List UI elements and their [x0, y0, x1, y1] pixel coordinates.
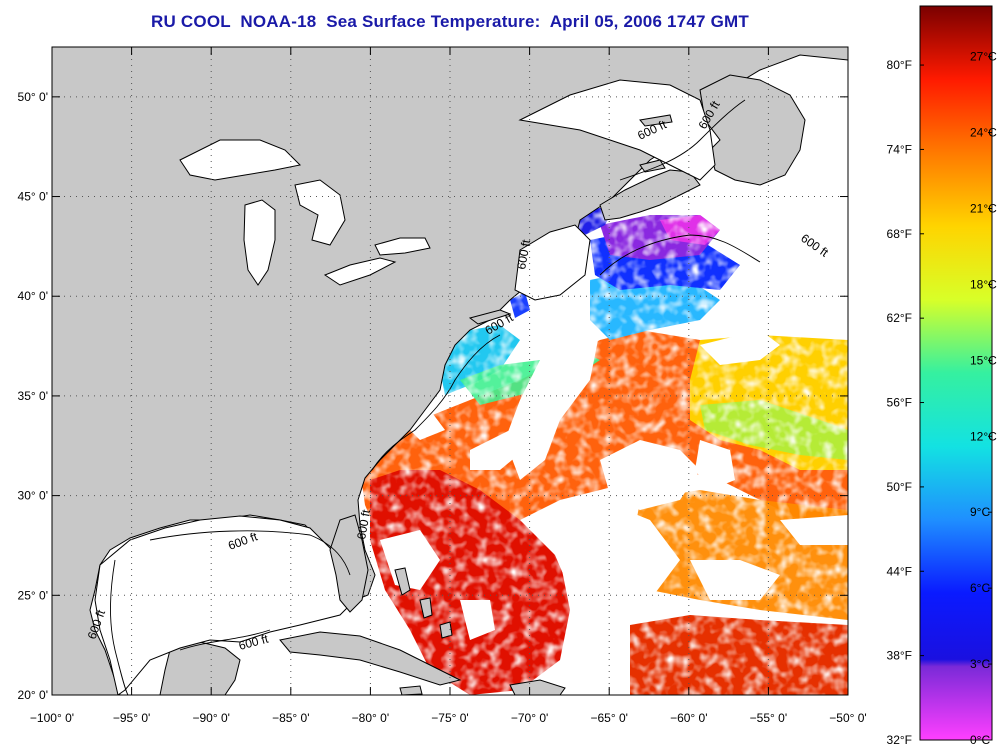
- colorbar-fahrenheit-label: 62°F: [887, 311, 912, 325]
- colorbar-fahrenheit-label: 56°F: [887, 396, 912, 410]
- colorbar-fahrenheit-label: 32°F: [887, 733, 912, 747]
- land-yucatan: [159, 641, 241, 695]
- lake-superior: [179, 139, 302, 181]
- colorbar-celsius-labels: 0°C 3°C 6°C 9°C 12°C 15°C 18°C 21°C 24°C 27°C: [970, 50, 997, 747]
- colorbar-celsius-label: 9°C: [970, 505, 990, 519]
- gulf-of-st-lawrence: [518, 79, 716, 181]
- colorbar-fahrenheit-label: 38°F: [887, 649, 912, 663]
- land-nova-scotia: [599, 169, 701, 221]
- colorbar: 0°C 3°C 6°C 9°C 12°C 15°C 18°C 21°C 24°C 27°C 32°…: [887, 5, 997, 747]
- colorbar-celsius-label: 12°C: [970, 429, 997, 443]
- land-hispaniola: [509, 679, 566, 695]
- land-pei: [639, 159, 666, 173]
- colorbar-fahrenheit-label: 68°F: [887, 227, 912, 241]
- colorbar-celsius-label: 18°C: [970, 277, 997, 291]
- isobath-label: 600 ft: [514, 238, 533, 271]
- latitude-axis-right: [840, 96, 848, 696]
- colorbar-celsius-label: 27°C: [970, 50, 997, 64]
- lat-tick-label: 40° 0': [18, 289, 48, 303]
- colorbar-gradient: [919, 5, 993, 741]
- lat-tick-label: 20° 0': [18, 688, 48, 702]
- colorbar-celsius-label: 6°C: [970, 581, 990, 595]
- isobaths: [110, 99, 761, 695]
- land-newfoundland: [699, 74, 806, 186]
- colorbar-fahrenheit-label: 44°F: [887, 564, 912, 578]
- land-bahamas: [394, 567, 453, 639]
- lon-tick-label: −55° 0': [750, 711, 787, 725]
- colorbar-fahrenheit-label: 74°F: [887, 142, 912, 156]
- lon-tick-label: −65° 0': [590, 711, 627, 725]
- colorbar-celsius-label: 24°C: [970, 126, 997, 140]
- lon-tick-label: −90° 0': [192, 711, 229, 725]
- lon-tick-label: −95° 0': [113, 711, 150, 725]
- land-florida-peninsula: [329, 514, 369, 613]
- colorbar-fahrenheit-label: 80°F: [887, 58, 912, 72]
- gulf-of-mexico: [94, 515, 356, 695]
- colorbar-fahrenheit-label: 50°F: [887, 480, 912, 494]
- lon-tick-label: −100° 0': [30, 711, 74, 725]
- lat-tick-label: 50° 0': [18, 90, 48, 104]
- lake-michigan: [243, 199, 276, 286]
- isobath-label: 600 ft: [354, 508, 373, 541]
- gulf-of-maine-shelf: [514, 224, 591, 301]
- lat-tick-label: 30° 0': [18, 489, 48, 503]
- lon-tick-label: −70° 0': [511, 711, 548, 725]
- lon-tick-label: −80° 0': [352, 711, 389, 725]
- islands: [329, 114, 673, 695]
- lat-tick-label: 25° 0': [18, 588, 48, 602]
- lat-lon-grid: [52, 47, 848, 695]
- colorbar-fahrenheit-labels: 32°F 38°F 44°F 50°F 56°F 62°F 68°F 74°F 80°F: [887, 58, 924, 747]
- lon-tick-label: −50° 0': [829, 711, 866, 725]
- colorbar-celsius-label: 0°C: [970, 733, 990, 747]
- sst-field: [360, 200, 848, 695]
- lat-tick-label: 35° 0': [18, 389, 48, 403]
- longitude-axis: −100° 0' −95° 0' −90° 0' −85° 0' −80° 0' −75°…: [30, 47, 867, 725]
- colorbar-celsius-label: 3°C: [970, 657, 990, 671]
- colorbar-celsius-label: 21°C: [970, 201, 997, 215]
- map-plot-area: 600 ft 600 ft 600 ft 600 ft 600 ft 600 f…: [52, 47, 848, 695]
- land-cuba: [279, 631, 462, 686]
- lake-huron: [294, 179, 346, 246]
- colorbar-celsius-label: 15°C: [970, 353, 997, 367]
- land-anticosti: [639, 114, 673, 127]
- lon-tick-label: −75° 0': [431, 711, 468, 725]
- lon-tick-label: −85° 0': [272, 711, 309, 725]
- latitude-axis-left: 20° 0' 25° 0' 30° 0' 35° 0' 40° 0' 45° 0' 50° …: [18, 90, 60, 702]
- lon-tick-label: −60° 0': [670, 711, 707, 725]
- land-jamaica: [399, 685, 423, 695]
- lake-erie: [323, 257, 397, 286]
- map-title: RU COOL NOAA-18 Sea Surface Temperature:…: [151, 12, 749, 31]
- lake-ontario: [374, 237, 431, 256]
- land-long-island: [468, 309, 512, 325]
- inland-water: [94, 79, 716, 695]
- lat-tick-label: 45° 0': [18, 190, 48, 204]
